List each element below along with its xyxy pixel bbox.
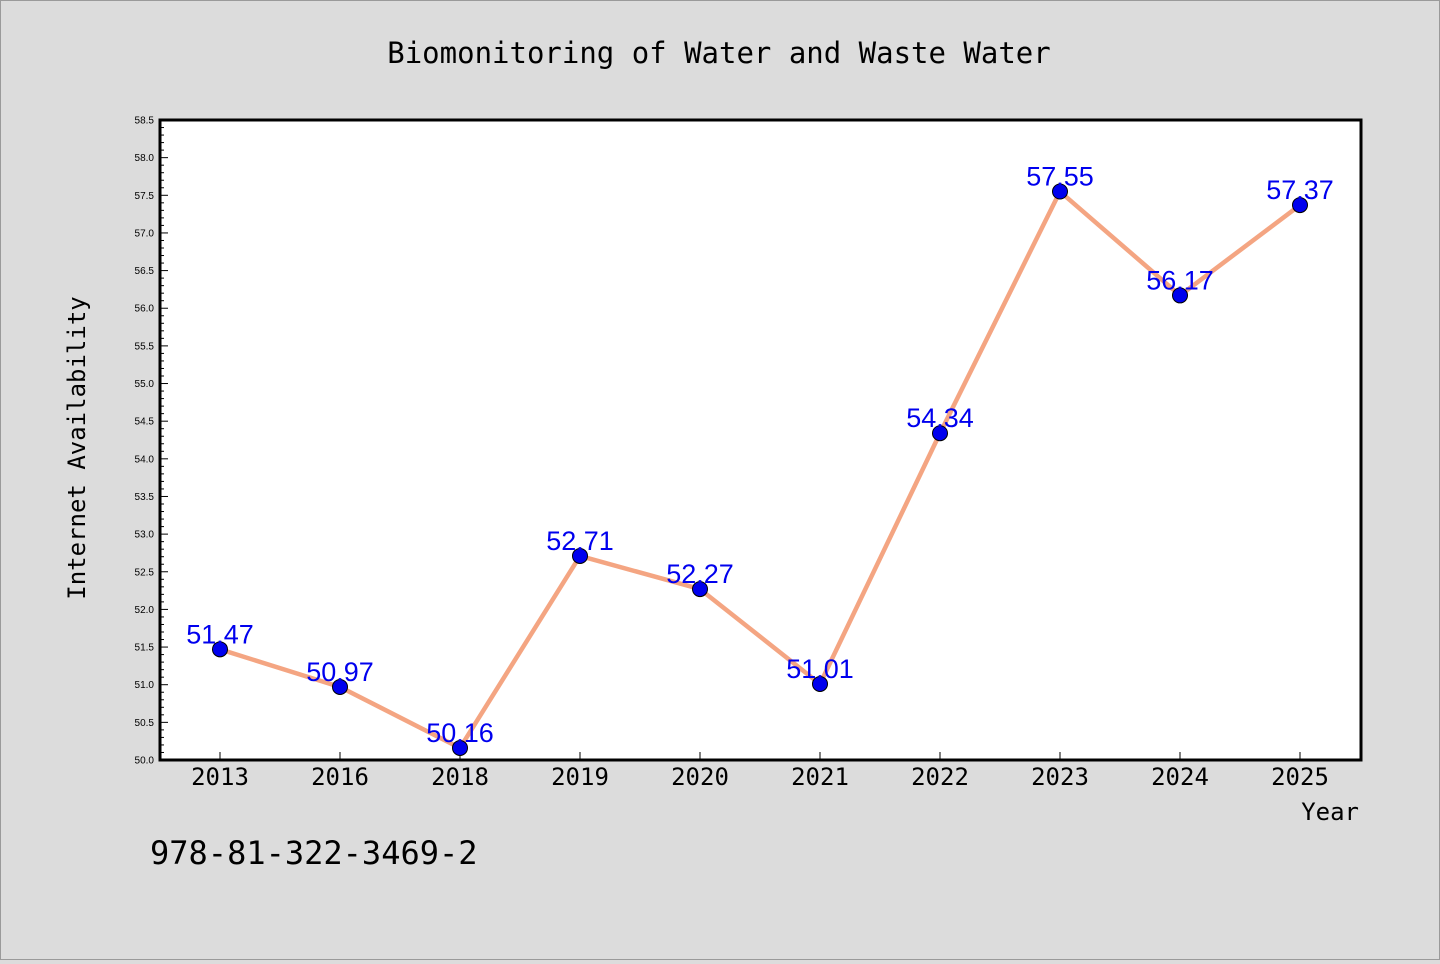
y-tick-label: 54.0 (135, 454, 155, 465)
y-tick-label: 51.0 (135, 680, 155, 691)
x-tick-label: 2018 (431, 763, 489, 791)
x-tick-label: 2023 (1031, 763, 1089, 791)
data-point (932, 425, 948, 442)
x-tick-label: 2021 (791, 763, 849, 791)
x-tick-label: 2020 (671, 763, 729, 791)
data-label: 56.17 (1146, 265, 1214, 295)
data-label: 50.97 (306, 657, 374, 687)
x-tick-label: 2022 (911, 763, 969, 791)
y-tick-label: 56.5 (135, 266, 155, 277)
data-label: 57.37 (1266, 175, 1334, 205)
data-label: 57.55 (1026, 162, 1094, 192)
x-tick-label: 2025 (1271, 763, 1329, 791)
data-point (452, 739, 468, 756)
data-point (1052, 183, 1068, 200)
data-label: 51.47 (186, 619, 254, 649)
y-tick-label: 55.5 (135, 341, 155, 352)
data-label: 52.27 (666, 559, 734, 589)
y-tick-label: 58.5 (135, 116, 155, 127)
y-axis: 50.0 50.5 51.0 51.5 52.0 52.5 53.0 53.5 54.0 54.5… (135, 116, 168, 767)
y-tick-label: 57.0 (135, 228, 155, 239)
data-point (572, 547, 588, 564)
y-tick-label: 52.5 (135, 567, 155, 578)
data-label: 52.71 (546, 526, 614, 556)
y-tick-label: 56.0 (135, 304, 155, 315)
chart-title: Biomonitoring of Water and Waste Water (387, 36, 1050, 70)
y-tick-label: 58.0 (135, 153, 155, 164)
data-point (212, 641, 228, 658)
x-tick-label: 2013 (191, 763, 249, 791)
data-point (1292, 197, 1308, 214)
y-tick-label: 51.5 (135, 643, 155, 654)
x-axis: 2013 2016 2018 2019 2020 2021 2022 2023 2024 2025 (191, 752, 1329, 791)
data-point (692, 581, 708, 598)
y-tick-label: 54.5 (135, 417, 155, 428)
data-point (812, 675, 828, 692)
data-series: 51.47 50.97 50.16 52.71 52.27 51.01 54.34 57.55… (186, 162, 1334, 756)
y-tick-label: 52.0 (135, 605, 155, 616)
y-tick-label: 53.5 (135, 492, 155, 503)
y-tick-label: 50.0 (135, 756, 155, 767)
x-tick-label: 2024 (1151, 763, 1209, 791)
y-axis-label: Internet Availability (63, 296, 91, 599)
plot-area (158, 118, 1363, 762)
x-axis-label: Year (1301, 798, 1359, 826)
x-tick-label: 2019 (551, 763, 609, 791)
data-label: 50.16 (426, 718, 494, 748)
data-point (332, 678, 348, 695)
data-label: 51.01 (786, 654, 854, 684)
series-line (219, 189, 1302, 751)
data-point (1172, 287, 1188, 304)
data-label: 54.34 (906, 403, 974, 433)
y-tick-label: 50.5 (135, 718, 155, 729)
x-tick-label: 2016 (311, 763, 369, 791)
y-tick-label: 55.0 (135, 379, 155, 390)
y-tick-label: 53.0 (135, 530, 155, 541)
y-tick-label: 57.5 (135, 191, 155, 202)
isbn-text: 978-81-322-3469-2 (150, 834, 478, 872)
